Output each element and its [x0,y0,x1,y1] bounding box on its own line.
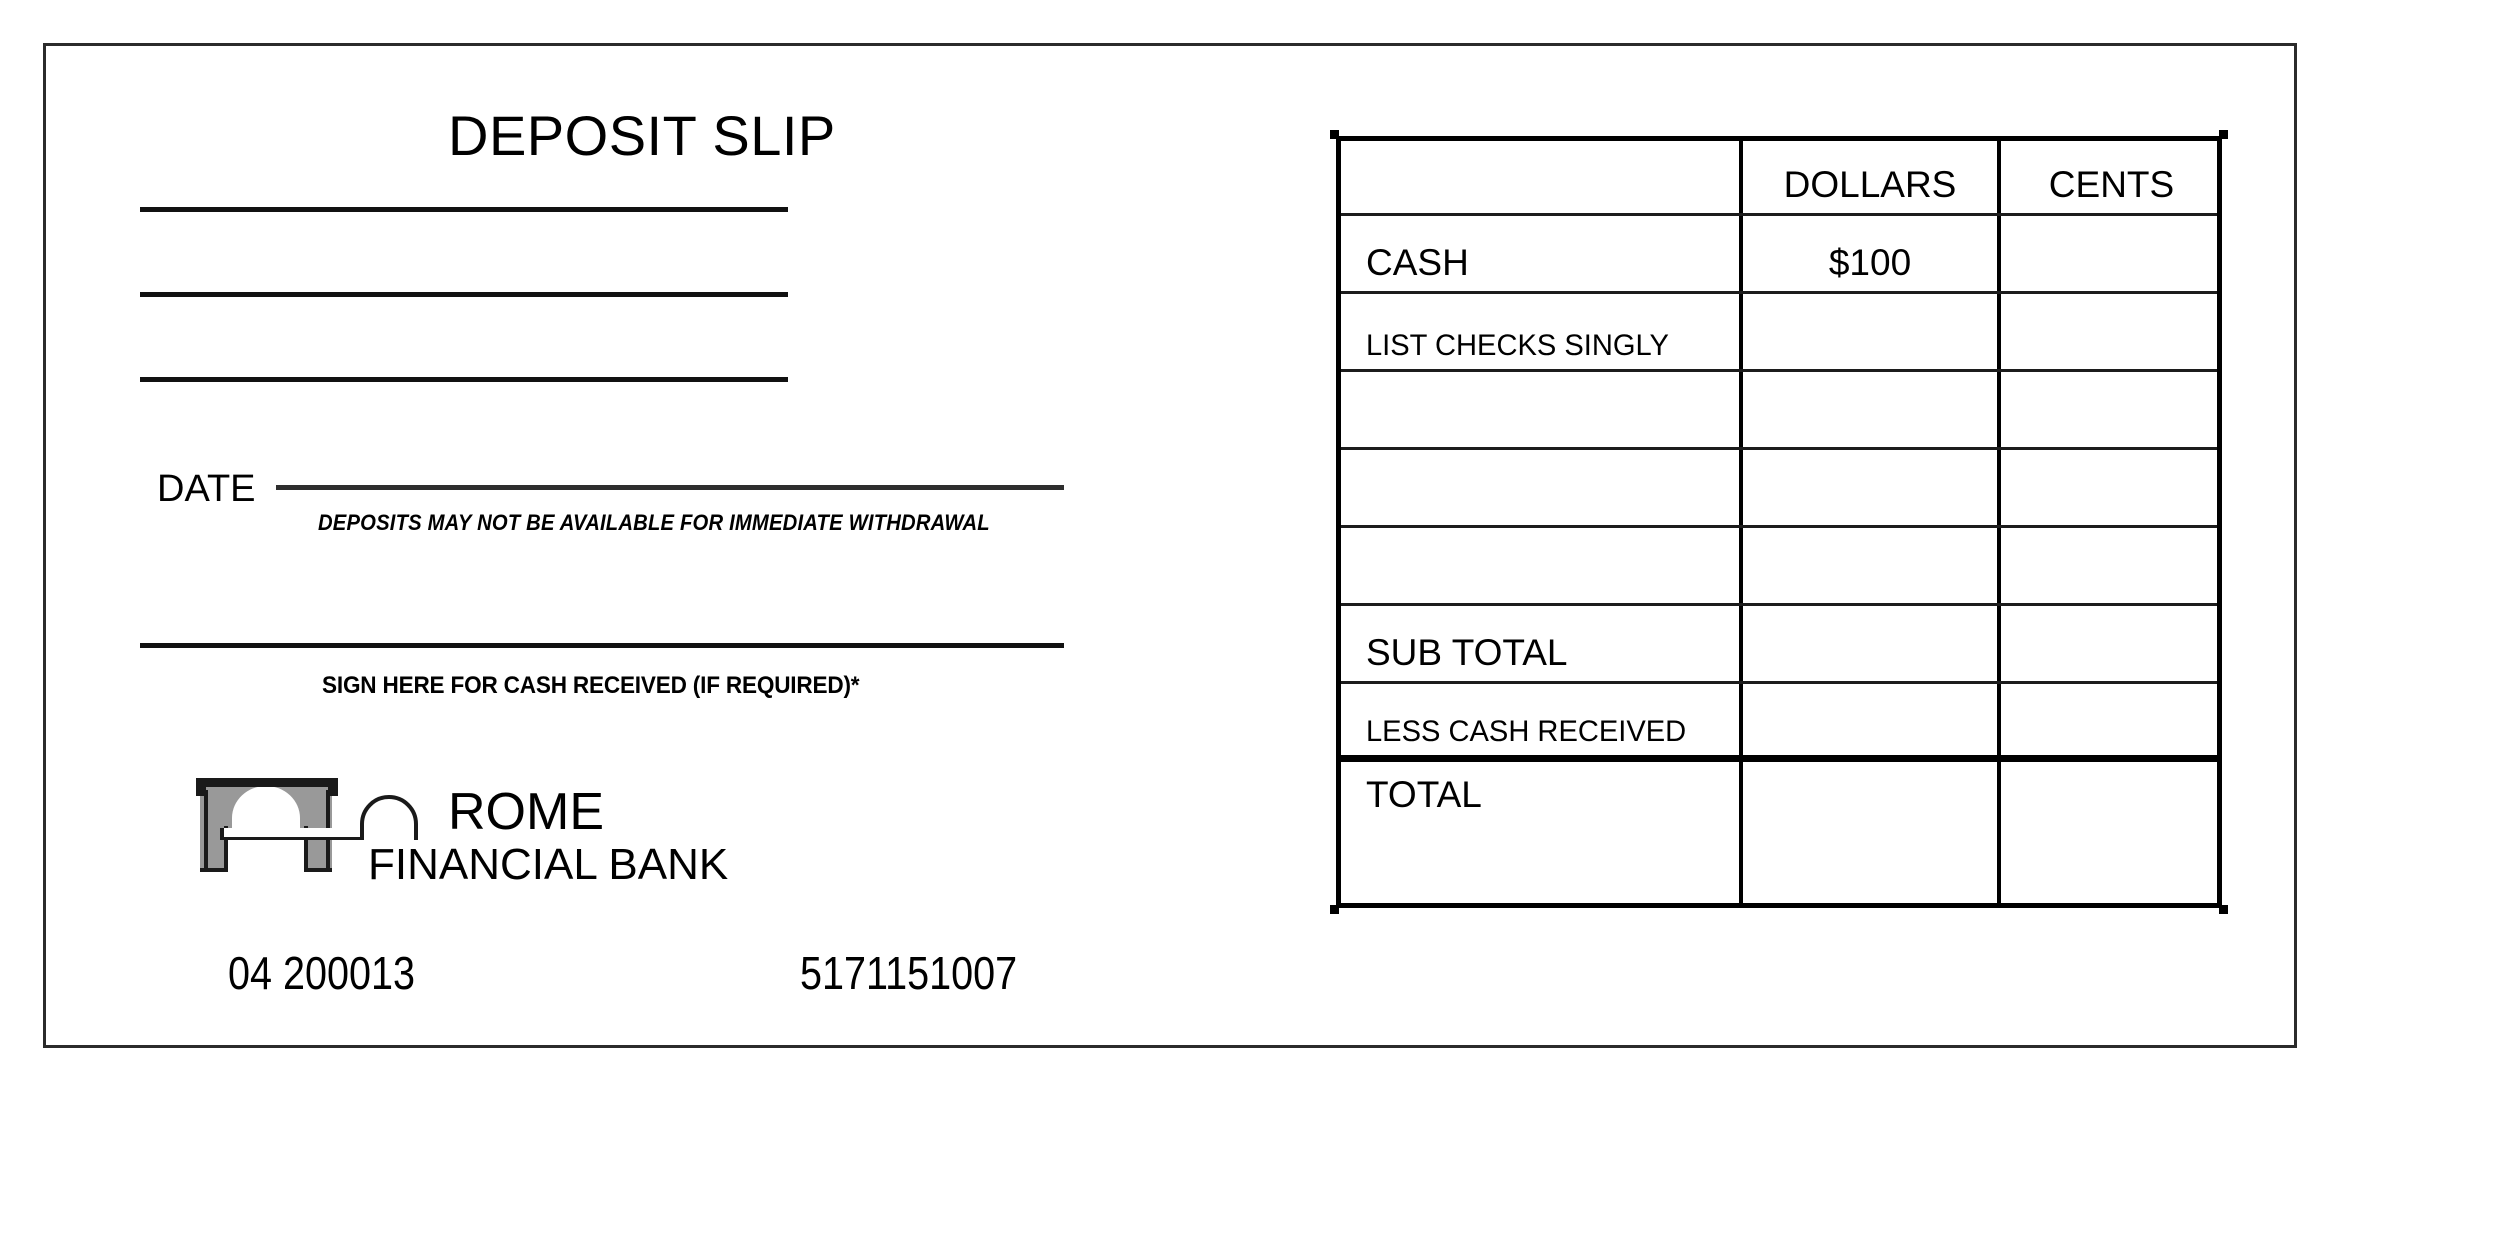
table-row: SUB TOTAL [1336,606,2222,684]
row-dollars-cell[interactable] [1739,450,1997,525]
row-cents-cell[interactable] [1997,528,2222,603]
signature-input-line[interactable] [140,643,1064,648]
row-dollars-value: $100 [1828,242,1912,284]
table-row [1336,528,2222,606]
header-label-cents: CENTS [2048,164,2175,206]
row-cents-cell[interactable] [1997,606,2222,681]
row-label: TOTAL [1366,774,1482,815]
row-cents-cell[interactable] [1997,684,2222,755]
row-label-cell: SUB TOTAL [1336,606,1739,681]
row-dollars-cell[interactable] [1739,294,1997,369]
blank-line-1[interactable] [140,207,788,212]
header-cell-blank [1336,136,1739,213]
table-header-row: DOLLARS CENTS [1336,136,2222,216]
row-label: LESS CASH RECEIVED [1366,714,1687,748]
row-cents-cell[interactable] [1997,450,2222,525]
header-label-dollars: DOLLARS [1783,164,1957,206]
date-label: DATE [157,468,256,510]
corner-tick-tr [2219,130,2228,139]
row-label-cell: CASH [1336,216,1739,291]
bank-subtitle: FINANCIAL BANK [368,840,729,889]
table-row: CASH $100 [1336,216,2222,294]
table-row [1336,372,2222,450]
row-dollars-cell[interactable] [1739,372,1997,447]
corner-tick-tl [1330,130,1339,139]
amounts-table: DOLLARS CENTS CASH $100 LIST CHECKS SING… [1330,130,2228,914]
corner-tick-br [2219,905,2228,914]
availability-disclaimer: DEPOSITS MAY NOT BE AVAILABLE FOR IMMEDI… [318,510,990,535]
row-dollars-cell[interactable] [1739,762,1997,908]
row-dollars-cell[interactable] [1739,606,1997,681]
page-title: DEPOSIT SLIP [448,104,836,167]
row-cents-cell[interactable] [1997,762,2222,908]
row-label-cell: LESS CASH RECEIVED [1336,684,1739,755]
row-label-cell[interactable] [1336,372,1739,447]
table-row [1336,450,2222,528]
row-label-cell[interactable] [1336,528,1739,603]
row-cents-cell[interactable] [1997,294,2222,369]
row-cents-cell[interactable] [1997,216,2222,291]
aqueduct-arch-icon [190,768,450,890]
blank-line-3[interactable] [140,377,788,382]
table-row: LESS CASH RECEIVED [1336,684,2222,762]
table-row: TOTAL [1336,762,2222,908]
row-label-cell[interactable] [1336,450,1739,525]
row-label-cell: LIST CHECKS SINGLY [1336,294,1739,369]
signature-caption: SIGN HERE FOR CASH RECEIVED (IF REQUIRED… [322,672,860,699]
row-dollars-cell[interactable] [1739,684,1997,755]
blank-line-2[interactable] [140,292,788,297]
row-label-cell: TOTAL [1336,762,1739,908]
corner-tick-bl [1330,905,1339,914]
row-label: SUB TOTAL [1366,632,1568,674]
row-dollars-cell[interactable]: $100 [1739,216,1997,291]
table-row: LIST CHECKS SINGLY [1336,294,2222,372]
date-input-line[interactable] [276,485,1064,490]
row-cents-cell[interactable] [1997,372,2222,447]
routing-number: 04 200013 [228,947,416,999]
row-label: LIST CHECKS SINGLY [1366,328,1669,362]
header-cell-dollars: DOLLARS [1739,136,1997,213]
row-dollars-cell[interactable] [1739,528,1997,603]
account-number: 5171151007 [800,947,1018,999]
header-cell-cents: CENTS [1997,136,2222,213]
bank-name: ROME [448,783,604,841]
row-label: CASH [1366,242,1469,284]
